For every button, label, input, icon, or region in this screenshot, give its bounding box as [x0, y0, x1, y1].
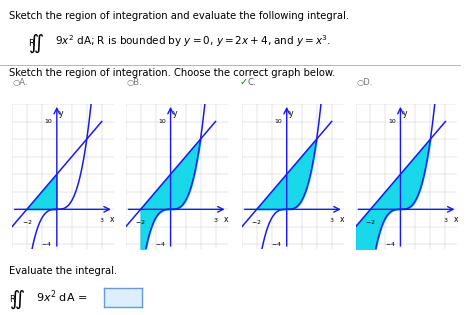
Text: $9x^2$ dA =: $9x^2$ dA = [36, 288, 87, 305]
Text: ✓: ✓ [239, 77, 247, 87]
Text: 3: 3 [443, 218, 447, 223]
Text: y: y [59, 109, 64, 118]
Text: y: y [173, 109, 177, 118]
Text: Sketch the region of integration and evaluate the following integral.: Sketch the region of integration and eva… [9, 11, 350, 21]
Text: 3: 3 [329, 218, 334, 223]
Text: y: y [289, 109, 293, 118]
Text: Sketch the region of integration. Choose the correct graph below.: Sketch the region of integration. Choose… [9, 68, 336, 78]
Text: 3: 3 [100, 218, 104, 223]
Text: $-$4: $-$4 [41, 240, 52, 249]
Text: $-$2: $-$2 [365, 218, 376, 226]
Text: $\int\!\!\int$: $\int\!\!\int$ [9, 288, 26, 311]
Text: $-$4: $-$4 [155, 240, 166, 249]
Text: $-$4: $-$4 [385, 240, 396, 249]
Text: $9x^2$ dA; R is bounded by $y=0$, $y=2x+4$, and $y=x^3$.: $9x^2$ dA; R is bounded by $y=0$, $y=2x+… [55, 33, 330, 49]
Text: x: x [340, 215, 344, 224]
Text: $-$2: $-$2 [21, 218, 32, 226]
Text: 10: 10 [45, 119, 52, 124]
Text: $-$2: $-$2 [251, 218, 262, 226]
Text: $\int\!\!\int$: $\int\!\!\int$ [28, 33, 45, 55]
Text: x: x [454, 215, 458, 224]
Text: ○B.: ○B. [127, 77, 142, 87]
Text: ○D.: ○D. [356, 77, 373, 87]
Text: ○A.: ○A. [13, 77, 28, 87]
Text: x: x [224, 215, 228, 224]
Text: $-$4: $-$4 [271, 240, 282, 249]
Text: R: R [9, 295, 15, 304]
Text: 10: 10 [158, 119, 166, 124]
Text: y: y [403, 109, 407, 118]
Text: x: x [110, 215, 114, 224]
Text: R: R [28, 39, 35, 49]
Text: 10: 10 [274, 119, 282, 124]
Text: 10: 10 [388, 119, 396, 124]
Text: 3: 3 [213, 218, 218, 223]
Text: C.: C. [248, 77, 256, 87]
Text: Evaluate the integral.: Evaluate the integral. [9, 266, 118, 276]
Text: $-$2: $-$2 [135, 218, 146, 226]
